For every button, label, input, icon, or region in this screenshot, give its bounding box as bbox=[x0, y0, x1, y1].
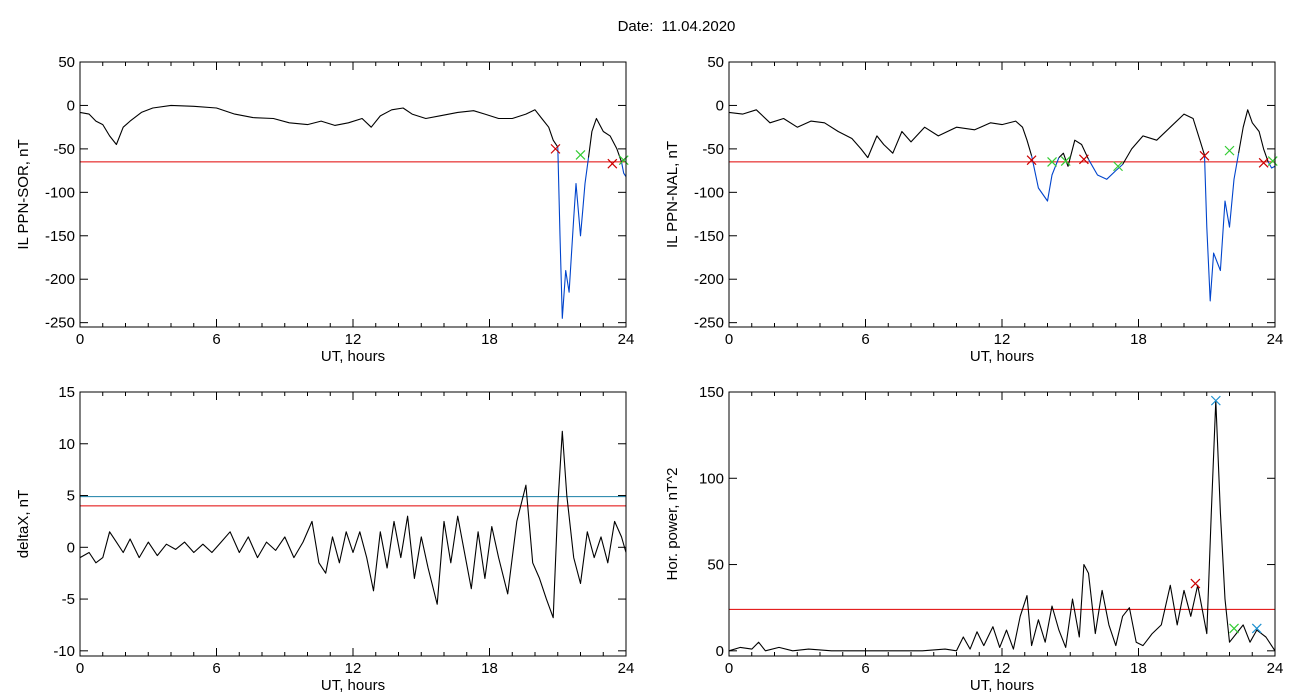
plot-frame bbox=[79, 391, 627, 657]
x-tick-label: 18 bbox=[481, 331, 498, 348]
series-line bbox=[728, 109, 1033, 159]
x-tick-label: 18 bbox=[1130, 331, 1147, 348]
y-tick-label: -150 bbox=[694, 228, 724, 245]
x-tick-label: 24 bbox=[618, 331, 635, 348]
plot-frame bbox=[79, 61, 627, 328]
y-tick-label: 0 bbox=[716, 643, 724, 660]
x-tick-label: 12 bbox=[994, 331, 1011, 348]
series-line bbox=[557, 147, 590, 319]
event-marker bbox=[1113, 161, 1123, 172]
event-marker bbox=[607, 158, 618, 169]
plot-frame bbox=[728, 391, 1276, 657]
x-tick-label: 18 bbox=[1130, 660, 1147, 677]
x-tick-label: 0 bbox=[725, 660, 733, 677]
event-marker bbox=[1229, 623, 1239, 634]
panel-power: 0 6 12 18 24 150 100 50 0 UT, hours Hor. power, nT… bbox=[664, 384, 1283, 694]
y-axis-label: IL PPN-SOR, nT bbox=[15, 139, 32, 249]
series-line bbox=[728, 400, 1276, 652]
panel-sor: 0 6 12 18 24 50 0 -50 -100 -150 -200 -250 UT, hours I… bbox=[15, 54, 634, 365]
y-tick-label: 15 bbox=[58, 384, 75, 401]
y-tick-label: 0 bbox=[716, 97, 724, 114]
x-axis-label: UT, hours bbox=[321, 677, 385, 694]
x-tick-label: 0 bbox=[76, 331, 84, 348]
series-line bbox=[1122, 113, 1206, 165]
x-axis-label: UT, hours bbox=[321, 348, 385, 365]
date-label: Date: bbox=[617, 18, 654, 35]
event-marker bbox=[1251, 623, 1262, 634]
x-tick-label: 12 bbox=[994, 660, 1011, 677]
y-tick-label: -150 bbox=[45, 228, 75, 245]
y-tick-label: 100 bbox=[699, 470, 724, 487]
event-marker bbox=[1210, 395, 1221, 406]
series-line bbox=[1031, 155, 1060, 202]
y-axis-label: IL PPN-NAL, nT bbox=[664, 141, 681, 248]
y-axis-label: Hor. power, nT^2 bbox=[664, 468, 681, 581]
x-tick-label: 6 bbox=[861, 331, 869, 348]
x-tick-label: 6 bbox=[212, 331, 220, 348]
x-tick-label: 24 bbox=[1267, 660, 1284, 677]
event-marker bbox=[1258, 157, 1269, 168]
series-line bbox=[587, 117, 627, 163]
date-value: 11.04.2020 bbox=[661, 18, 736, 35]
y-tick-label: 50 bbox=[707, 557, 724, 574]
x-tick-label: 12 bbox=[345, 331, 362, 348]
series-line bbox=[1088, 159, 1123, 180]
y-tick-label: -200 bbox=[45, 271, 75, 288]
y-tick-label: 0 bbox=[67, 539, 75, 556]
series-line bbox=[1203, 153, 1240, 302]
y-tick-label: 50 bbox=[58, 54, 75, 71]
series-line bbox=[620, 161, 627, 178]
event-marker bbox=[1199, 150, 1210, 161]
x-tick-label: 12 bbox=[345, 660, 362, 677]
x-tick-label: 0 bbox=[76, 660, 84, 677]
y-axis-label: deltaX, nT bbox=[15, 490, 32, 558]
event-marker bbox=[1190, 578, 1201, 589]
x-tick-label: 24 bbox=[618, 660, 635, 677]
event-marker bbox=[1224, 145, 1235, 156]
event-marker bbox=[618, 155, 629, 166]
y-tick-label: -200 bbox=[694, 271, 724, 288]
page-title: Date: 11.04.2020 bbox=[0, 18, 1300, 35]
event-marker bbox=[575, 150, 586, 160]
plot-frame bbox=[728, 61, 1276, 328]
panel-nal: 0 6 12 18 24 50 0 -50 -100 -150 -200 -250 UT, hours I… bbox=[664, 54, 1283, 365]
y-tick-label: -5 bbox=[62, 591, 75, 608]
series-line bbox=[79, 430, 627, 619]
y-tick-label: 50 bbox=[707, 54, 724, 71]
y-tick-label: 10 bbox=[58, 436, 75, 453]
y-tick-label: -50 bbox=[702, 141, 724, 158]
y-tick-label: -100 bbox=[694, 184, 724, 201]
event-marker bbox=[1078, 154, 1089, 165]
series-line bbox=[1238, 109, 1269, 163]
x-tick-label: 18 bbox=[481, 660, 498, 677]
x-tick-label: 0 bbox=[725, 331, 733, 348]
y-tick-label: -100 bbox=[45, 184, 75, 201]
event-marker bbox=[1267, 156, 1278, 166]
series-line bbox=[79, 104, 559, 148]
x-axis-label: UT, hours bbox=[970, 677, 1034, 694]
y-tick-label: -50 bbox=[53, 141, 75, 158]
y-tick-label: 0 bbox=[67, 97, 75, 114]
event-marker bbox=[1060, 156, 1071, 166]
event-marker bbox=[1047, 156, 1057, 167]
event-marker bbox=[550, 143, 561, 154]
y-tick-label: -10 bbox=[53, 643, 75, 660]
x-tick-label: 6 bbox=[212, 660, 220, 677]
y-tick-label: 150 bbox=[699, 384, 724, 401]
x-tick-label: 24 bbox=[1267, 331, 1284, 348]
y-tick-label: -250 bbox=[45, 315, 75, 332]
panel-deltax: 0 6 12 18 24 15 10 5 0 -5 -10 UT, hours deltaX, nT bbox=[15, 384, 634, 694]
y-tick-label: 5 bbox=[67, 488, 75, 505]
series-line bbox=[1058, 139, 1089, 167]
event-marker bbox=[1026, 155, 1037, 166]
x-tick-label: 6 bbox=[861, 660, 869, 677]
y-tick-label: -250 bbox=[694, 315, 724, 332]
x-axis-label: UT, hours bbox=[970, 348, 1034, 365]
